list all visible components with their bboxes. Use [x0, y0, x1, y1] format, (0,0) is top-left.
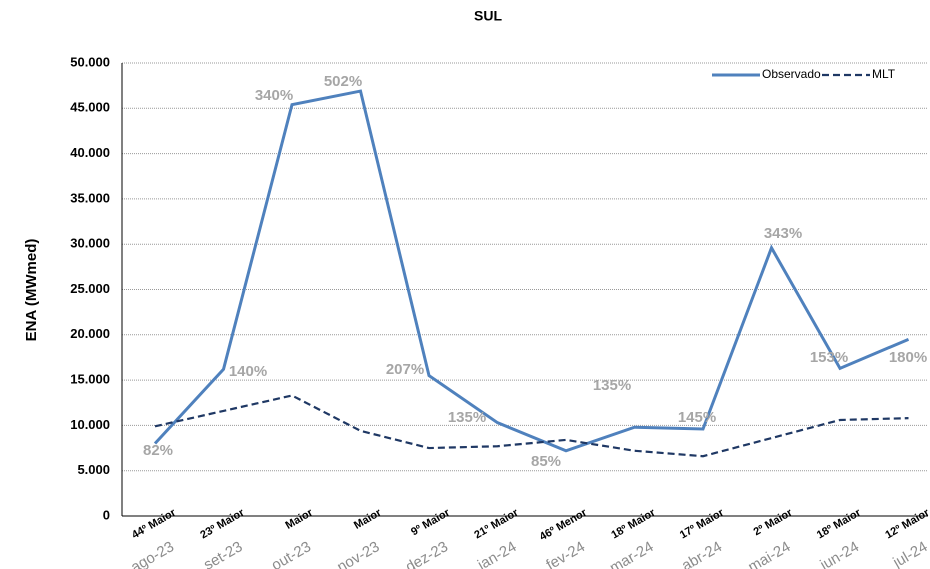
- rank-label: 18º Maior: [609, 506, 658, 541]
- y-tick-label: 45.000: [70, 100, 110, 115]
- y-tick-label: 40.000: [70, 145, 110, 160]
- legend-label: MLT: [872, 67, 896, 81]
- x-tick-label: nov-23: [334, 538, 382, 569]
- y-tick-label: 30.000: [70, 236, 110, 251]
- x-tick-label: fev-24: [543, 538, 588, 569]
- rank-label: 46º Menor: [538, 506, 590, 543]
- x-tick-label: jan-24: [474, 538, 519, 569]
- x-tick-label: mar-24: [607, 538, 657, 569]
- x-tick-label: jun-24: [817, 538, 862, 569]
- y-tick-label: 25.000: [70, 281, 110, 296]
- percent-label: 85%: [531, 453, 561, 470]
- y-tick-label: 50.000: [70, 54, 110, 69]
- x-tick-label: ago-23: [128, 538, 177, 569]
- x-tick-label: out-23: [269, 538, 314, 569]
- rank-label: 9º Maior: [409, 506, 452, 538]
- percent-label: 180%: [889, 349, 927, 366]
- percent-label: 82%: [143, 442, 173, 459]
- rank-label: 12º Maior: [883, 506, 930, 541]
- x-tick-label: mai-24: [745, 538, 793, 569]
- percent-label: 135%: [448, 409, 486, 426]
- percent-label: 343%: [764, 225, 802, 242]
- x-tick-label: abr-24: [679, 538, 725, 569]
- percent-label: 207%: [386, 361, 424, 378]
- rank-label: 44º Maior: [130, 506, 179, 541]
- rank-label: 21º Maior: [472, 506, 521, 541]
- series-line: [154, 394, 909, 458]
- percent-label: 502%: [324, 73, 362, 90]
- rank-label: Maior: [352, 506, 384, 531]
- rank-label: 23º Maior: [198, 506, 247, 541]
- x-tick-label: dez-23: [403, 538, 451, 569]
- x-tick-label: jul-24: [889, 538, 930, 569]
- rank-label: 17º Maior: [678, 506, 727, 541]
- y-tick-label: 15.000: [70, 372, 110, 387]
- percent-label: 140%: [229, 363, 267, 380]
- series-line: [153, 89, 910, 453]
- rank-label: Maior: [284, 506, 316, 531]
- y-tick-label: 35.000: [70, 190, 110, 205]
- y-tick-label: 0: [103, 507, 110, 522]
- percent-label: 340%: [255, 87, 293, 104]
- percent-label: 145%: [678, 409, 716, 426]
- y-tick-label: 10.000: [70, 417, 110, 432]
- chart-title: SUL: [474, 8, 502, 24]
- y-tick-label: 20.000: [70, 326, 110, 341]
- rank-label: 2º Maior: [752, 506, 795, 538]
- legend-label: Observado: [762, 67, 821, 81]
- percent-label: 135%: [593, 377, 631, 394]
- rank-label: 18º Maior: [815, 506, 864, 541]
- y-tick-label: 5.000: [77, 462, 110, 477]
- percent-label: 153%: [810, 349, 848, 366]
- y-axis-label: ENA (MWmed): [23, 239, 40, 342]
- x-tick-label: set-23: [201, 538, 246, 569]
